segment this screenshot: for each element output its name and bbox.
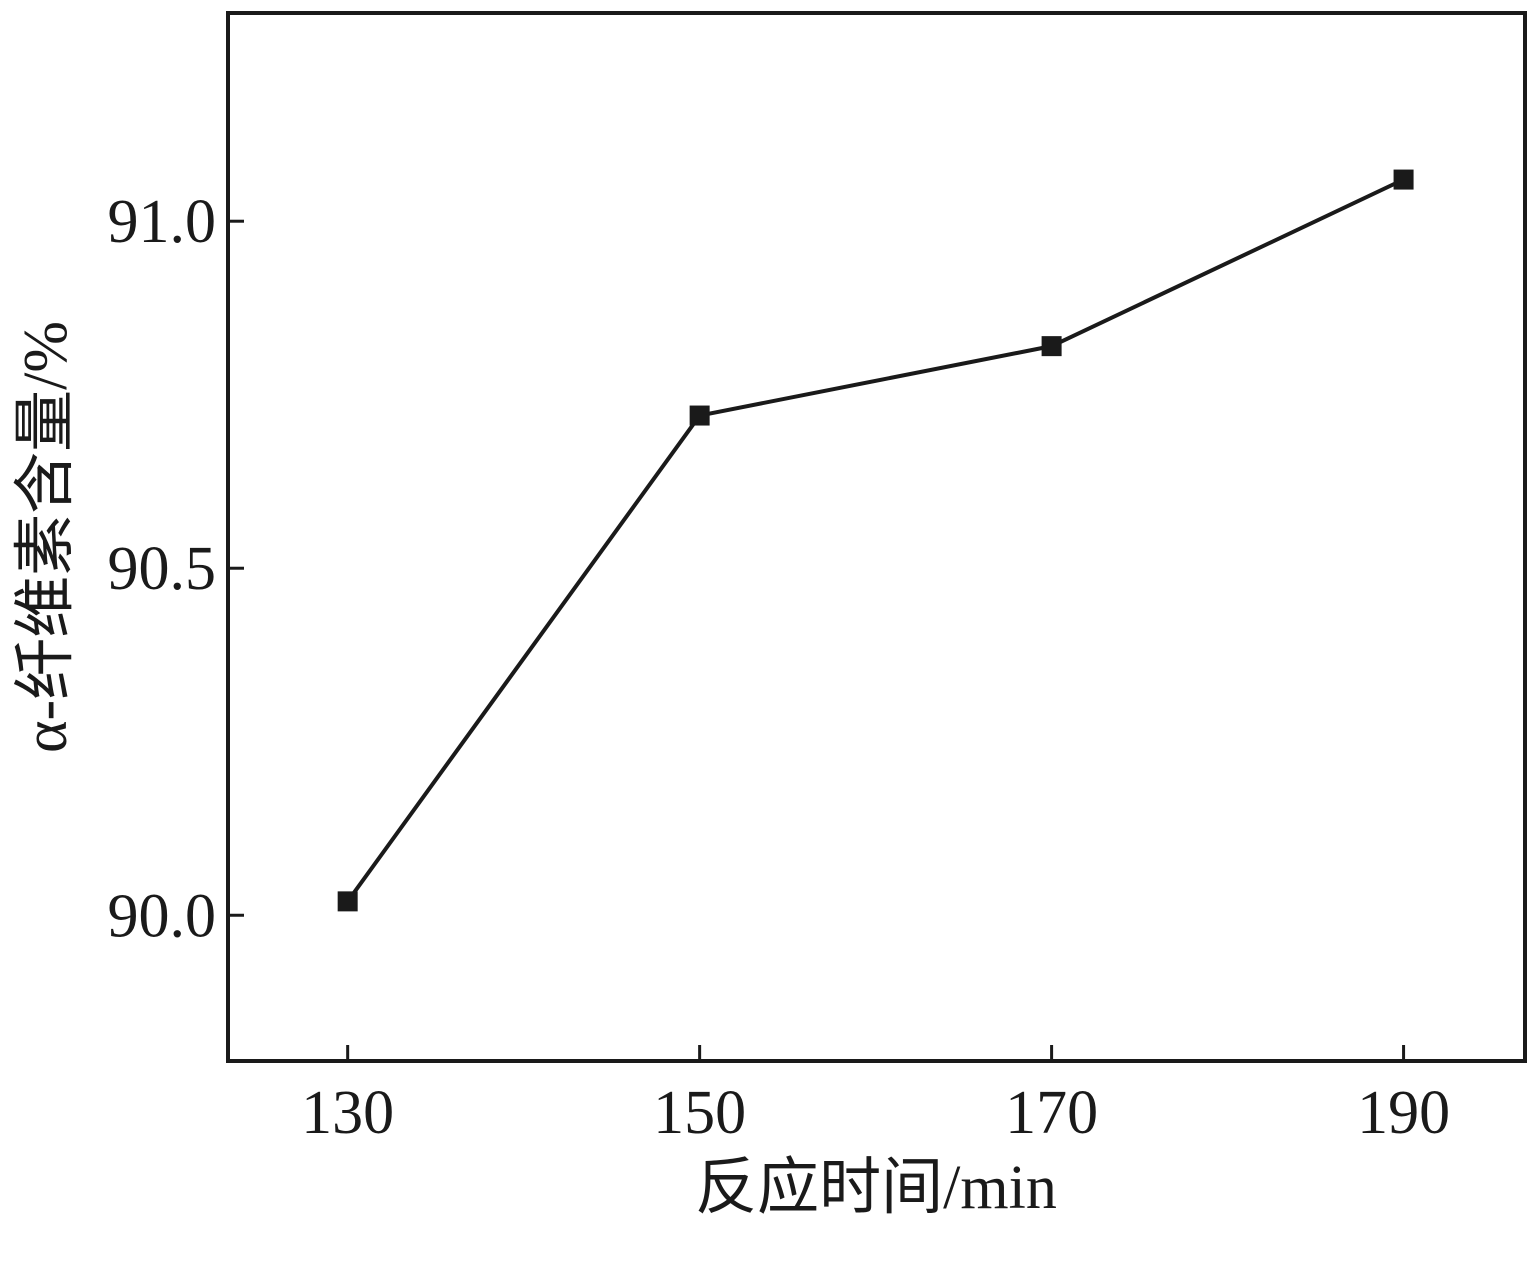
data-point-marker [1041,336,1062,357]
plot-frame [226,11,1527,1063]
x-tick-label: 170 [1005,1079,1098,1147]
data-point-marker [689,405,710,426]
y-tick-label: 91.0 [108,188,217,256]
data-point-marker [1393,169,1414,190]
y-axis-ticks: 90.0 90.5 91.0 [108,188,244,950]
x-tick-label: 190 [1357,1079,1450,1147]
x-tick-label: 130 [301,1079,394,1147]
series-line [346,177,1405,903]
series-layer [337,169,1414,912]
data-point-marker [337,891,358,912]
x-tick-label: 150 [653,1079,746,1147]
y-axis-title: α-纤维素含量/% [12,321,80,753]
x-axis-title: 反应时间/min [695,1154,1057,1222]
y-tick-label: 90.5 [108,535,217,603]
x-axis-ticks: 130 150 170 190 [301,1045,1450,1147]
y-tick-label: 90.0 [108,882,217,950]
